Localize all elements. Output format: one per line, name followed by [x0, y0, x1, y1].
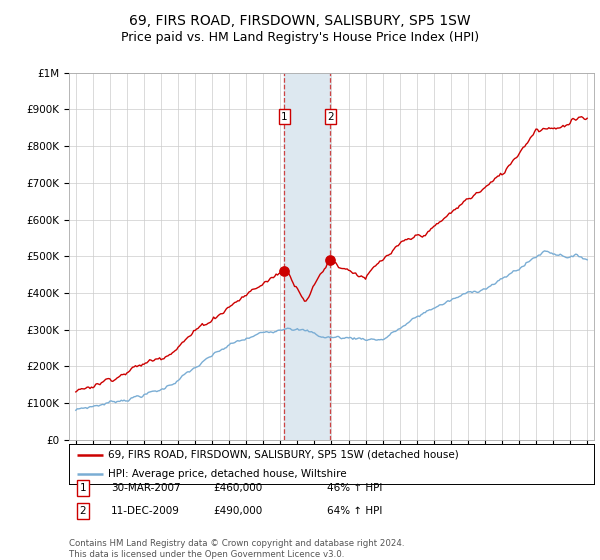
Text: 1: 1: [281, 112, 288, 122]
Text: 46% ↑ HPI: 46% ↑ HPI: [327, 483, 382, 493]
Bar: [284, 73, 331, 440]
Text: Contains HM Land Registry data © Crown copyright and database right 2024.
This d: Contains HM Land Registry data © Crown c…: [69, 539, 404, 559]
Text: HPI: Average price, detached house, Wiltshire: HPI: Average price, detached house, Wilt…: [109, 469, 347, 479]
Text: 30-MAR-2007: 30-MAR-2007: [111, 483, 181, 493]
Text: 2: 2: [79, 506, 86, 516]
Text: 11-DEC-2009: 11-DEC-2009: [111, 506, 180, 516]
Point: [326, 255, 335, 264]
Point: [280, 267, 289, 276]
Text: 2: 2: [327, 112, 334, 122]
Text: 69, FIRS ROAD, FIRSDOWN, SALISBURY, SP5 1SW: 69, FIRS ROAD, FIRSDOWN, SALISBURY, SP5 …: [129, 14, 471, 28]
Text: 64% ↑ HPI: 64% ↑ HPI: [327, 506, 382, 516]
Text: 1: 1: [79, 483, 86, 493]
Text: Price paid vs. HM Land Registry's House Price Index (HPI): Price paid vs. HM Land Registry's House …: [121, 31, 479, 44]
Text: £490,000: £490,000: [213, 506, 262, 516]
Text: 69, FIRS ROAD, FIRSDOWN, SALISBURY, SP5 1SW (detached house): 69, FIRS ROAD, FIRSDOWN, SALISBURY, SP5 …: [109, 450, 459, 460]
Text: £460,000: £460,000: [213, 483, 262, 493]
